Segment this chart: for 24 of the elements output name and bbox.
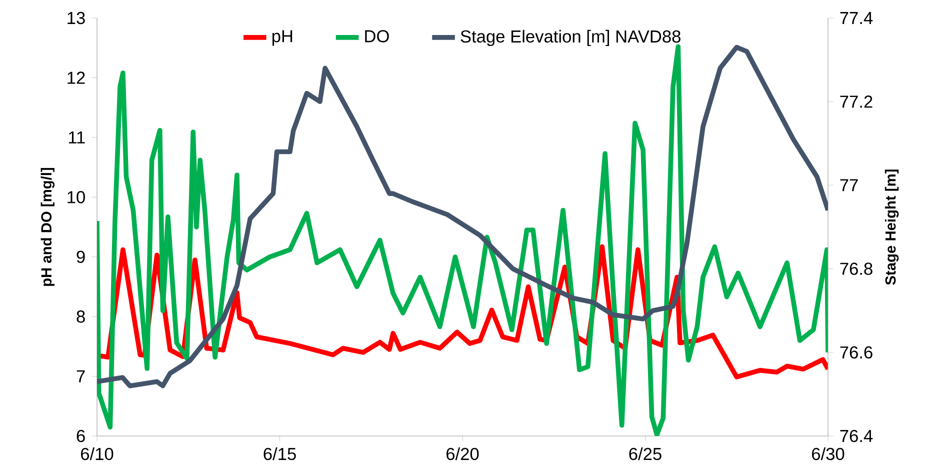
- legend-label: Stage Elevation [m] NAVD88: [460, 30, 680, 46]
- legend-label: pH: [272, 30, 292, 46]
- y-tick-label: 13: [68, 12, 85, 24]
- y-tick-label: 6: [76, 430, 85, 442]
- y2-tick-label: 76.4: [840, 430, 873, 442]
- y-tick-label: 11: [68, 131, 85, 144]
- y-tick-label: 7: [76, 370, 85, 382]
- y2-axis-title: Stage Height [m]: [884, 170, 899, 285]
- legend-label: DO: [365, 30, 389, 42]
- x-tick-label: 6/25: [629, 447, 662, 460]
- y2-tick-label: 77.2: [840, 96, 872, 108]
- x-tick-label: 6/30: [812, 447, 844, 460]
- y2-tick-label: 76.8: [840, 262, 872, 275]
- x-tick-label: 6/20: [446, 447, 479, 460]
- y-tick-label: 10: [68, 191, 85, 204]
- y-tick-label: 9: [76, 250, 85, 263]
- y2-tick-label: 77.4: [840, 12, 873, 24]
- x-tick-label: 6/15: [264, 447, 296, 460]
- x-tick-label: 6/10: [81, 447, 114, 460]
- y-axis-title: pH and DO [mg/l]: [40, 168, 55, 286]
- y2-tick-label: 76.6: [840, 346, 872, 359]
- y-tick-label: 8: [76, 310, 85, 323]
- y-tick-label: 12: [68, 72, 85, 84]
- y2-tick-label: 77: [840, 179, 858, 192]
